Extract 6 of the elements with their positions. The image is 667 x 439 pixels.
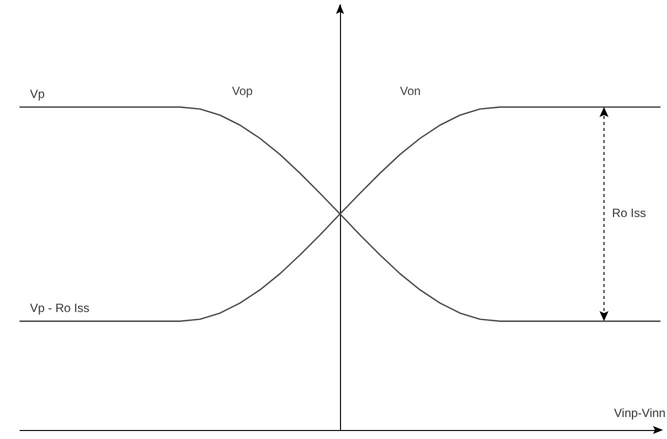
series-label: Vop: [232, 84, 253, 98]
x-axis-title: Vinp-Vinn: [614, 406, 666, 420]
text: Von: [400, 84, 421, 98]
text: Vp: [30, 87, 45, 102]
annotation: Vp - Ro Iss: [30, 301, 90, 316]
annotation: Ro Iss: [612, 206, 646, 220]
